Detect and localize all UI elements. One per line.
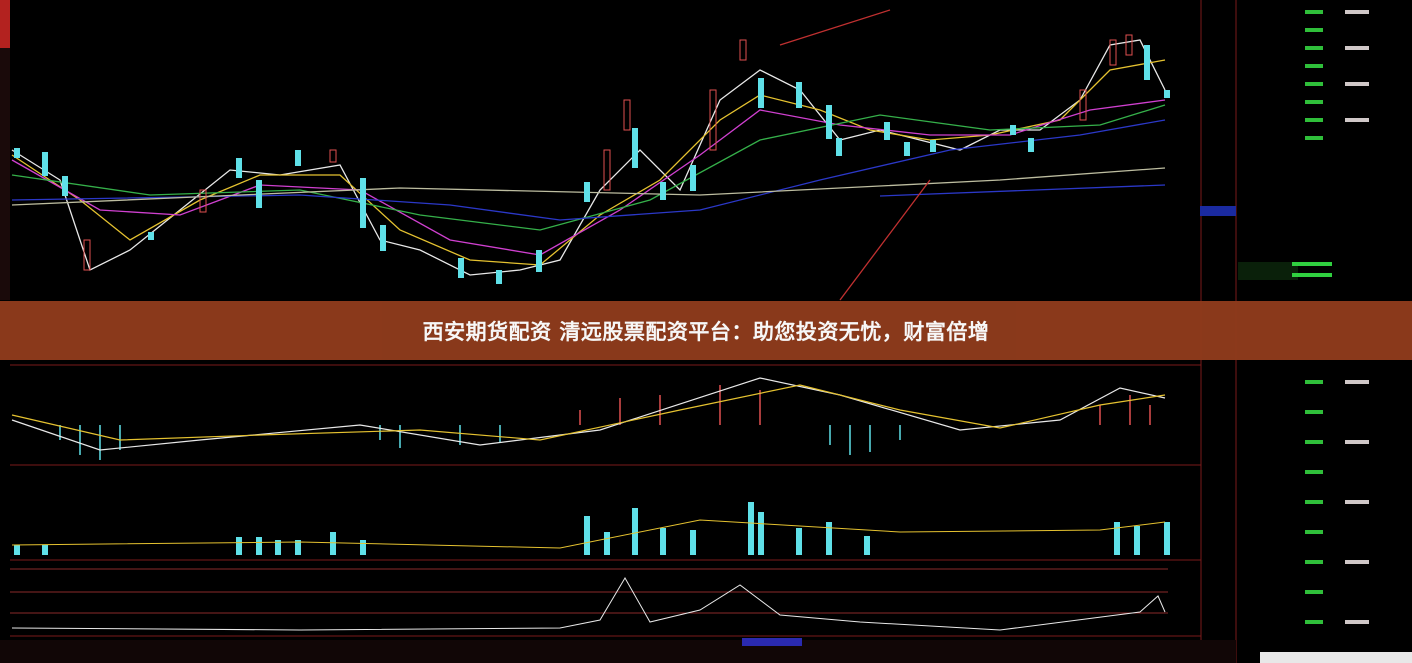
bottom-tabs (0, 640, 1236, 663)
volume-bars (14, 502, 1170, 555)
macd-bars (11, 377, 1166, 460)
toolbar-tab (0, 0, 10, 48)
banner: 西安期货配资 清远股票配资平台：助您投资无忧，财富倍增 (0, 301, 1412, 360)
left-toolbar (0, 0, 10, 300)
indicator-line (11, 577, 1166, 631)
volume-average (11, 519, 1166, 549)
order-book (1200, 10, 1412, 663)
banner-title: 西安期货配资 清远股票配资平台：助您投资无忧，财富倍增 (422, 319, 990, 344)
candles (14, 34, 1170, 284)
date-marker (742, 638, 802, 646)
